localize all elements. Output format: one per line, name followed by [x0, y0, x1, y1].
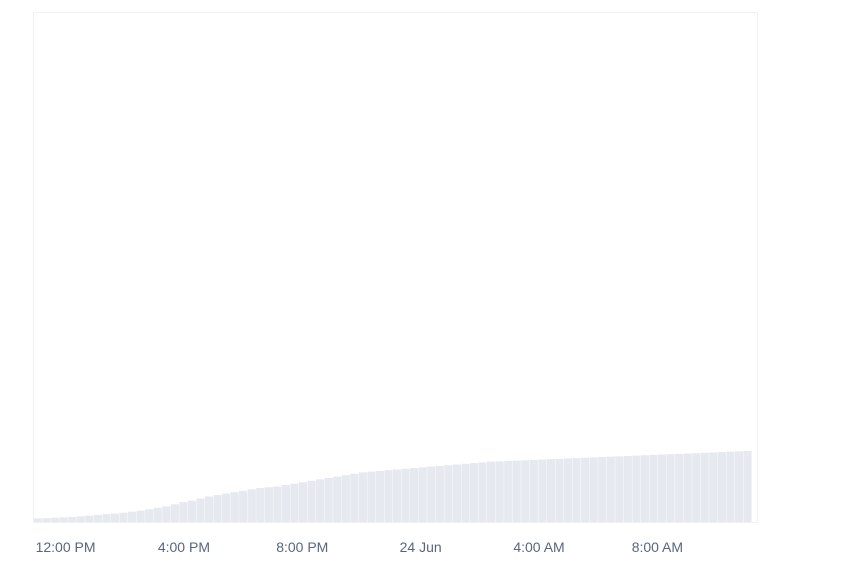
volume-bar — [256, 487, 265, 522]
volume-bar — [410, 468, 419, 522]
x-tick-label: 8:00 PM — [276, 539, 328, 555]
volume-bar — [726, 451, 735, 522]
x-tick-label: 4:00 AM — [513, 539, 564, 555]
volume-bar — [333, 476, 342, 522]
x-axis-labels: 12:00 PM 4:00 PM 8:00 PM 24 Jun 4:00 AM 8:00 … — [36, 539, 683, 555]
volume-bar — [145, 509, 154, 522]
volume-bar — [59, 517, 68, 522]
volume-bar — [93, 514, 102, 522]
volume-bar — [640, 455, 650, 522]
volume-bar — [675, 453, 684, 522]
volume-bar — [273, 486, 282, 522]
volume-bar — [444, 465, 453, 522]
volume-bar — [162, 506, 171, 522]
volume-bar — [196, 498, 205, 522]
volume-bar — [307, 480, 316, 522]
volume-bar — [606, 456, 615, 522]
volume-bar — [743, 451, 752, 522]
volume-bar — [649, 454, 658, 522]
volume-bar — [110, 513, 120, 522]
x-tick-label: 4:00 PM — [158, 539, 210, 555]
volume-bar — [187, 500, 197, 522]
volume-bar — [512, 460, 521, 522]
volume-bar — [700, 452, 709, 522]
volume-bar — [717, 452, 726, 522]
volume-bar — [85, 515, 94, 522]
volume-bar — [452, 464, 461, 522]
volume-bar — [563, 458, 573, 522]
volume-bar — [324, 477, 333, 522]
volume-bar — [529, 459, 538, 522]
volume-bar — [119, 512, 128, 522]
volume-bar — [264, 487, 273, 522]
volume-bar — [68, 517, 77, 522]
volume-bar — [76, 516, 85, 522]
volume-bar — [316, 479, 325, 522]
x-tick-label: 12:00 PM — [36, 539, 96, 555]
plot-frame — [33, 12, 758, 523]
volume-bar — [615, 456, 624, 522]
volume-bar — [555, 458, 564, 522]
volume-bar — [461, 463, 470, 522]
volume-bar — [427, 466, 436, 522]
volume-bar — [213, 495, 222, 522]
volume-bar — [42, 518, 51, 522]
volume-bar — [683, 453, 692, 522]
volume-bar — [367, 471, 376, 522]
volume-bar — [478, 462, 487, 522]
volume-bar — [598, 457, 607, 522]
volume-bar — [734, 451, 744, 522]
volume-bar — [692, 453, 701, 522]
volume-bar — [204, 496, 214, 522]
volume-bar — [350, 473, 359, 522]
volume-bar — [538, 459, 547, 522]
volume-bar — [239, 490, 248, 522]
x-tick-label: 24 Jun — [400, 539, 442, 555]
volume-bar — [666, 454, 675, 522]
volume-bar — [435, 465, 444, 522]
volume-bar — [572, 458, 581, 522]
volume-bar — [401, 468, 410, 522]
volume-bar — [51, 517, 60, 522]
volume-bar — [632, 455, 641, 522]
volume-bar — [546, 459, 556, 522]
volume-bar — [230, 492, 239, 522]
volume-bar — [393, 469, 402, 522]
volume-bar — [341, 475, 350, 522]
volume-bar — [102, 514, 111, 522]
volume-bar — [34, 518, 43, 522]
volume-bar — [589, 457, 598, 522]
volume-bar — [504, 460, 513, 522]
volume-bar — [469, 463, 479, 522]
volume-bar — [290, 483, 299, 522]
volume-bar — [281, 485, 291, 522]
volume-bar — [521, 460, 530, 522]
volume-bar — [623, 455, 632, 522]
volume-bar — [298, 482, 308, 522]
volume-bars — [34, 451, 752, 522]
volume-bar — [170, 504, 179, 522]
volume-bar — [384, 470, 393, 522]
volume-bar — [247, 489, 256, 522]
volume-bar — [136, 510, 145, 522]
x-tick-label: 8:00 AM — [632, 539, 683, 555]
volume-bar — [487, 461, 496, 522]
volume-bar — [581, 457, 590, 522]
volume-bar — [418, 467, 427, 522]
volume-bar — [709, 452, 718, 522]
volume-bar — [495, 461, 504, 522]
volume-bar — [128, 511, 137, 522]
volume-bar — [657, 454, 667, 522]
volume-bar — [222, 493, 231, 522]
volume-bar — [153, 507, 162, 522]
volume-bar — [358, 472, 367, 522]
volume-bar — [179, 502, 188, 522]
volume-bar — [375, 470, 385, 522]
